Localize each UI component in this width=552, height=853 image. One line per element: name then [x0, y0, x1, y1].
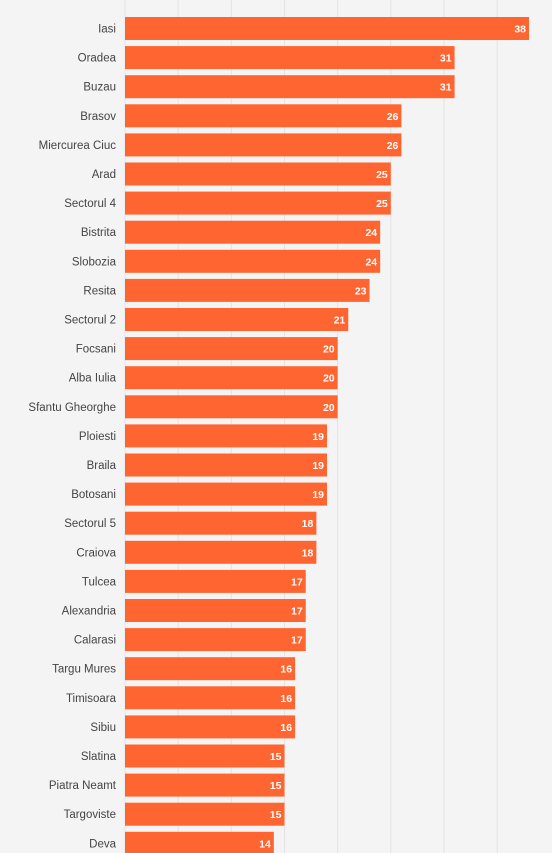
bar — [125, 17, 529, 40]
category-label: Sibiu — [90, 722, 116, 734]
category-label: Arad — [92, 169, 116, 181]
bar — [125, 191, 391, 215]
value-label: 18 — [302, 518, 314, 530]
category-label: Iasi — [98, 24, 116, 36]
bar — [125, 308, 349, 331]
bar — [125, 424, 327, 448]
category-label: Sectorul 2 — [64, 315, 116, 327]
value-label: 17 — [291, 576, 303, 588]
category-label: Targoviste — [64, 809, 116, 821]
category-label: Calarasi — [74, 635, 116, 647]
category-label: Timisoara — [66, 693, 117, 705]
bar — [125, 831, 274, 853]
value-label: 19 — [312, 431, 324, 443]
bar — [125, 278, 370, 302]
bar — [125, 511, 317, 535]
value-label: 20 — [323, 402, 335, 414]
category-label: Miercurea Ciuc — [39, 140, 117, 152]
bar — [125, 453, 327, 477]
value-labels: 38 31 31 26 26 25 25 24 24 23 21 20 20 20 19 19 19 18 18 17… — [259, 24, 526, 851]
bar — [125, 482, 327, 506]
value-label: 18 — [302, 547, 314, 559]
category-label: Braila — [87, 460, 117, 472]
bar — [125, 802, 285, 826]
category-labels: Iasi Oradea Buzau Brasov Miercurea Ciuc Arad S… — [28, 24, 116, 851]
category-label: Botosani — [71, 489, 116, 501]
value-label: 31 — [440, 82, 452, 94]
bar — [125, 46, 455, 70]
category-label: Alba Iulia — [69, 373, 117, 385]
value-label: 24 — [365, 227, 377, 239]
value-label: 15 — [270, 780, 282, 792]
category-label: Targu Mures — [52, 664, 116, 676]
category-label: Bistrita — [81, 227, 117, 239]
category-label: Slobozia — [72, 256, 117, 268]
value-label: 20 — [323, 344, 335, 356]
category-label: Resita — [83, 285, 116, 297]
value-label: 14 — [259, 838, 271, 850]
category-label: Deva — [89, 838, 116, 850]
value-label: 15 — [270, 751, 282, 763]
category-label: Sfantu Gheorghe — [28, 402, 116, 414]
bar — [125, 686, 296, 710]
value-label: 26 — [387, 111, 399, 123]
value-label: 19 — [312, 460, 324, 472]
category-label: Buzau — [83, 82, 116, 94]
value-label: 20 — [323, 373, 335, 385]
value-label: 24 — [365, 256, 377, 268]
bar — [125, 104, 402, 128]
category-label: Slatina — [81, 751, 117, 763]
value-label: 17 — [291, 606, 303, 618]
category-label: Brasov — [80, 111, 116, 123]
bars — [125, 17, 529, 853]
bar — [125, 366, 338, 390]
category-label: Oradea — [78, 53, 117, 65]
bar — [125, 395, 338, 419]
value-label: 16 — [280, 664, 292, 676]
value-label: 26 — [387, 140, 399, 152]
bar — [125, 657, 296, 681]
category-label: Ploiesti — [79, 431, 116, 443]
bar — [125, 715, 296, 739]
bar — [125, 569, 306, 593]
bar — [125, 540, 317, 564]
bar — [125, 220, 381, 244]
bar — [125, 599, 306, 622]
bar — [125, 628, 306, 652]
value-label: 25 — [376, 198, 388, 210]
category-label: Piatra Neamt — [49, 780, 117, 792]
category-label: Sectorul 5 — [64, 518, 116, 530]
value-label: 19 — [312, 489, 324, 501]
value-label: 25 — [376, 169, 388, 181]
value-label: 38 — [514, 24, 526, 36]
bar — [125, 744, 285, 768]
bar — [125, 773, 285, 797]
value-label: 16 — [280, 722, 292, 734]
category-label: Focsani — [76, 344, 116, 356]
value-label: 17 — [291, 635, 303, 647]
category-label: Sectorul 4 — [64, 198, 116, 210]
value-label: 16 — [280, 693, 292, 705]
value-label: 31 — [440, 53, 452, 65]
bar — [125, 75, 455, 99]
category-label: Craiova — [76, 547, 116, 559]
value-label: 23 — [355, 285, 367, 297]
value-label: 21 — [334, 315, 346, 327]
bar — [125, 337, 338, 361]
bar — [125, 249, 381, 273]
category-label: Alexandria — [62, 606, 117, 618]
bar — [125, 133, 402, 157]
bar — [125, 162, 391, 186]
category-label: Tulcea — [82, 576, 117, 588]
value-label: 15 — [270, 809, 282, 821]
